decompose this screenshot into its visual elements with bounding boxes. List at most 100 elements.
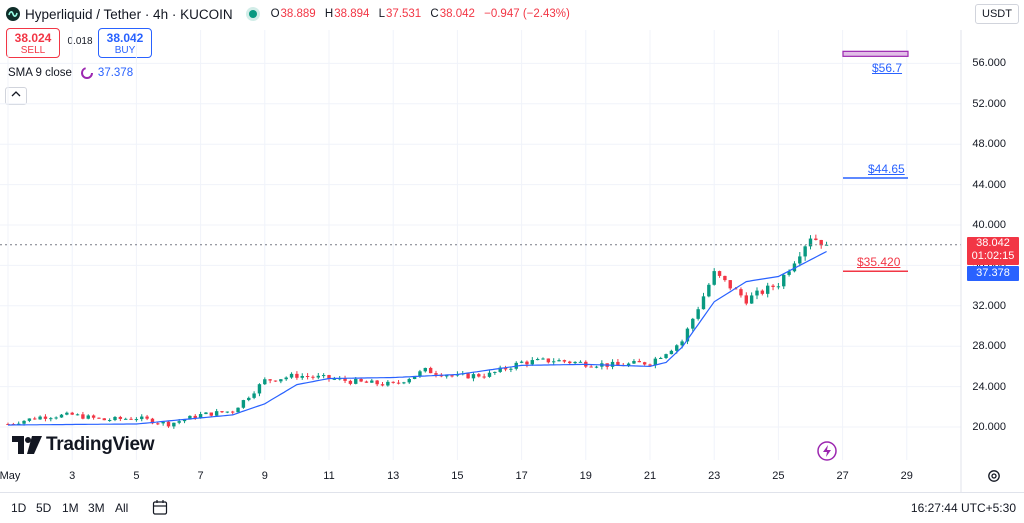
sell-button[interactable]: 38.024 SELL xyxy=(6,28,60,58)
candle-body xyxy=(819,239,823,246)
utc-clock[interactable]: 16:27:44 UTC+5:30 xyxy=(910,501,1016,515)
candle-body xyxy=(562,360,567,362)
candle-body xyxy=(487,372,492,377)
candle-body xyxy=(386,381,390,386)
sma-indicator-legend[interactable]: SMA 9 close 37.378 xyxy=(8,66,133,80)
sell-price: 38.024 xyxy=(14,31,52,45)
x-tick-label: 27 xyxy=(836,470,849,482)
timeframe-1d-button[interactable]: 1D xyxy=(11,501,27,515)
level-box[interactable] xyxy=(842,50,909,57)
candle-body xyxy=(70,412,74,415)
x-tick-label: 21 xyxy=(643,470,657,482)
collapse-legend-button[interactable] xyxy=(5,87,27,105)
candle-body xyxy=(124,418,128,420)
level-label-35-420[interactable]: $35.420 xyxy=(857,255,901,270)
sma-price-tag: 37.378 xyxy=(967,266,1019,281)
bar-countdown: 01:02:15 xyxy=(971,250,1015,262)
candle-body xyxy=(637,361,641,363)
candle-body xyxy=(91,415,96,418)
candle-body xyxy=(407,379,411,383)
timeframe-3m-button[interactable]: 3M xyxy=(88,501,105,515)
timeframe-5d-button[interactable]: 5D xyxy=(36,501,52,515)
symbol-title[interactable]: Hyperliquid / Tether · 4h · KUCOIN xyxy=(25,6,233,22)
price-level-lines xyxy=(842,50,909,273)
candle-body xyxy=(573,361,577,364)
y-tick-label: 52.000 xyxy=(972,97,1006,110)
candle-body xyxy=(33,418,37,420)
candle-body xyxy=(557,360,561,362)
lightning-icon[interactable] xyxy=(817,441,837,461)
candle-body xyxy=(749,295,754,304)
buy-price: 38.042 xyxy=(106,31,144,45)
indicator-value: 37.378 xyxy=(97,67,134,79)
candle-body xyxy=(236,407,240,413)
x-tick-label: 25 xyxy=(772,470,785,482)
candle-body xyxy=(354,378,358,384)
candle-body xyxy=(594,366,599,368)
candle-body xyxy=(471,374,476,379)
candle-body xyxy=(172,422,176,427)
candle-body xyxy=(43,416,48,419)
chevron-up-icon xyxy=(11,91,21,97)
spread-value: 0.018 xyxy=(67,36,93,47)
candle-body xyxy=(626,363,631,367)
y-tick-label: 32.000 xyxy=(972,299,1006,312)
candle-body xyxy=(616,361,620,365)
candle-body xyxy=(263,379,267,385)
candle-body xyxy=(86,415,90,419)
candle-body xyxy=(198,414,203,419)
date-range-calendar-icon[interactable] xyxy=(152,499,170,517)
candle-body xyxy=(225,411,230,413)
y-tick-label: 48.000 xyxy=(972,138,1006,151)
candle-body xyxy=(525,361,529,365)
candle-body xyxy=(81,414,85,419)
candle-body xyxy=(231,411,235,413)
candle-body xyxy=(102,418,106,421)
y-tick-label: 44.000 xyxy=(972,178,1006,191)
timeframe-all-button[interactable]: All xyxy=(115,501,129,515)
candle-body xyxy=(364,381,369,383)
candle-body xyxy=(279,379,283,382)
currency-selector[interactable]: USDT xyxy=(975,4,1019,24)
loading-spinner-icon xyxy=(80,67,93,79)
timeframe-1m-button[interactable]: 1M xyxy=(62,501,79,515)
candle-body xyxy=(680,341,684,346)
candle-body xyxy=(38,416,42,420)
candle-body xyxy=(503,367,508,370)
candle-body xyxy=(268,379,272,381)
candle-body xyxy=(466,373,470,379)
candle-body xyxy=(284,377,288,380)
candle-body xyxy=(808,238,813,247)
settings-gear-icon[interactable] xyxy=(987,469,1001,483)
candle-body xyxy=(568,361,572,364)
candle-body xyxy=(498,367,502,372)
candle-body xyxy=(814,238,818,240)
candle-body xyxy=(375,380,379,385)
candle-body xyxy=(332,378,337,380)
candle-body xyxy=(188,415,192,420)
ohlc-values: O38.889 H38.894 L37.531 C38.042 −0.947 (… xyxy=(270,8,570,20)
candle-body xyxy=(65,412,69,415)
price-chart[interactable] xyxy=(0,0,1024,492)
level-label-56-7[interactable]: $56.7 xyxy=(872,61,903,76)
candle-body xyxy=(156,423,160,425)
x-tick-label: 5 xyxy=(133,470,140,482)
candle-body xyxy=(316,375,320,378)
x-tick-label: May xyxy=(0,470,21,482)
bottom-toolbar: 1D 5D 1M 3M All 16:27:44 UTC+5:30 xyxy=(0,492,1024,523)
candle-body xyxy=(97,417,101,419)
candle-body xyxy=(327,375,331,379)
candle-body xyxy=(530,360,534,365)
y-tick-label: 56.000 xyxy=(972,57,1006,70)
candle-body xyxy=(59,414,64,418)
level-label-44-65[interactable]: $44.65 xyxy=(868,162,905,177)
candle-body xyxy=(482,376,486,378)
candle-body xyxy=(739,289,743,296)
candle-body xyxy=(359,378,363,382)
y-tick-label: 40.000 xyxy=(972,219,1006,231)
tradingview-logo[interactable]: TradingView xyxy=(12,434,155,456)
candle-body xyxy=(402,382,406,384)
change-value: −0.947 (−2.43%) xyxy=(484,8,570,20)
buy-button[interactable]: 38.042 BUY xyxy=(98,28,152,58)
candle-body xyxy=(664,354,668,358)
